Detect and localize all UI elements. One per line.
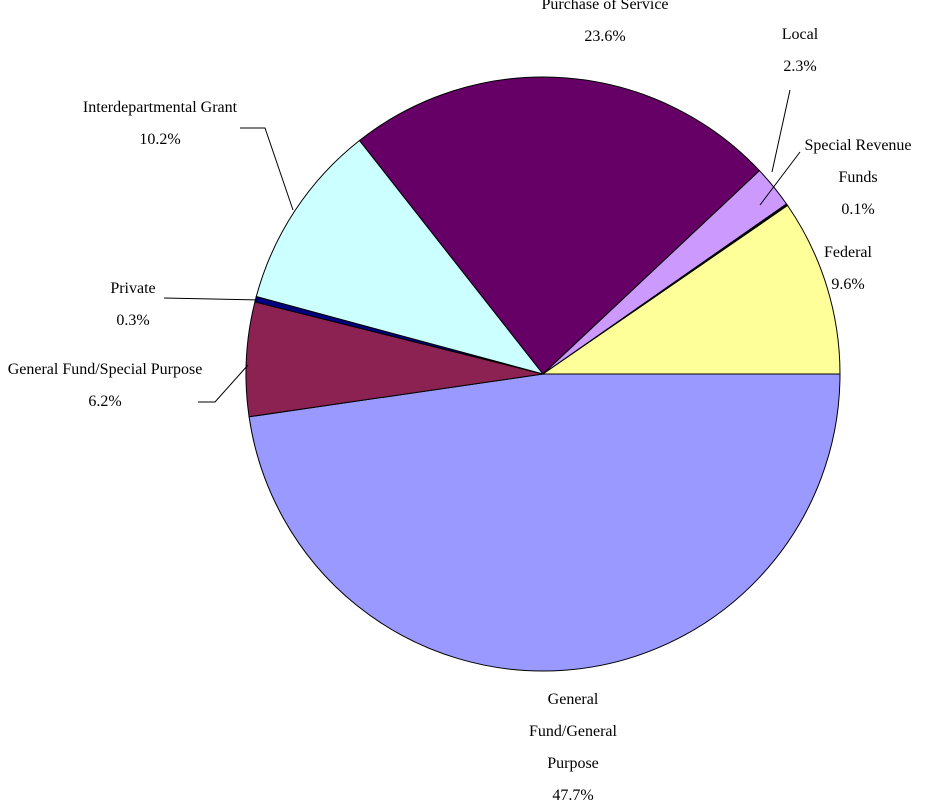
value-label: 2.3% xyxy=(783,58,817,75)
leader-line xyxy=(759,151,801,206)
slice-label: Local 2.3% xyxy=(770,19,830,83)
slice-label: Special Revenue Funds 0.1% xyxy=(796,130,921,226)
category-name: General Fund/Special Purpose xyxy=(7,361,203,378)
pie-slice xyxy=(245,301,544,418)
value-label: 0.1% xyxy=(841,201,875,218)
value-label: 9.6% xyxy=(831,276,865,293)
value-label: 47.7% xyxy=(552,787,594,804)
leader-line xyxy=(771,89,791,173)
slice-label: Federal 9.6% xyxy=(808,237,888,301)
category-name: Local xyxy=(781,26,819,43)
pie-slice xyxy=(358,76,761,375)
category-name: Interdepartmental Grant xyxy=(82,99,238,116)
leader-line xyxy=(240,127,294,211)
value-label: 23.6% xyxy=(584,28,626,45)
value-label: 10.2% xyxy=(139,131,181,148)
category-name: Federal xyxy=(824,244,872,261)
leader-line xyxy=(198,364,249,403)
pie-slice xyxy=(248,373,841,672)
slices xyxy=(245,76,841,672)
value-label: 6.2% xyxy=(88,393,122,410)
slice-label: Private 0.3% xyxy=(93,273,173,337)
category-name: Special Revenue Funds xyxy=(804,137,912,186)
leader-line xyxy=(163,297,259,301)
slice-label: General Fund/Special Purpose 6.2% xyxy=(5,354,205,418)
category-name: Private xyxy=(110,280,156,297)
pie-slice xyxy=(255,139,545,375)
category-name: Purchase of Service xyxy=(541,0,669,13)
slice-label: Interdepartmental Grant 10.2% xyxy=(75,92,245,156)
slice-label: General Fund/General Purpose 47.7% xyxy=(513,684,633,804)
category-name: General Fund/General Purpose xyxy=(529,691,617,772)
leader-lines xyxy=(163,89,801,403)
pie-slice xyxy=(541,204,841,375)
slice-label: Purchase of Service 23.6% xyxy=(515,0,695,53)
value-label: 0.3% xyxy=(116,312,150,329)
